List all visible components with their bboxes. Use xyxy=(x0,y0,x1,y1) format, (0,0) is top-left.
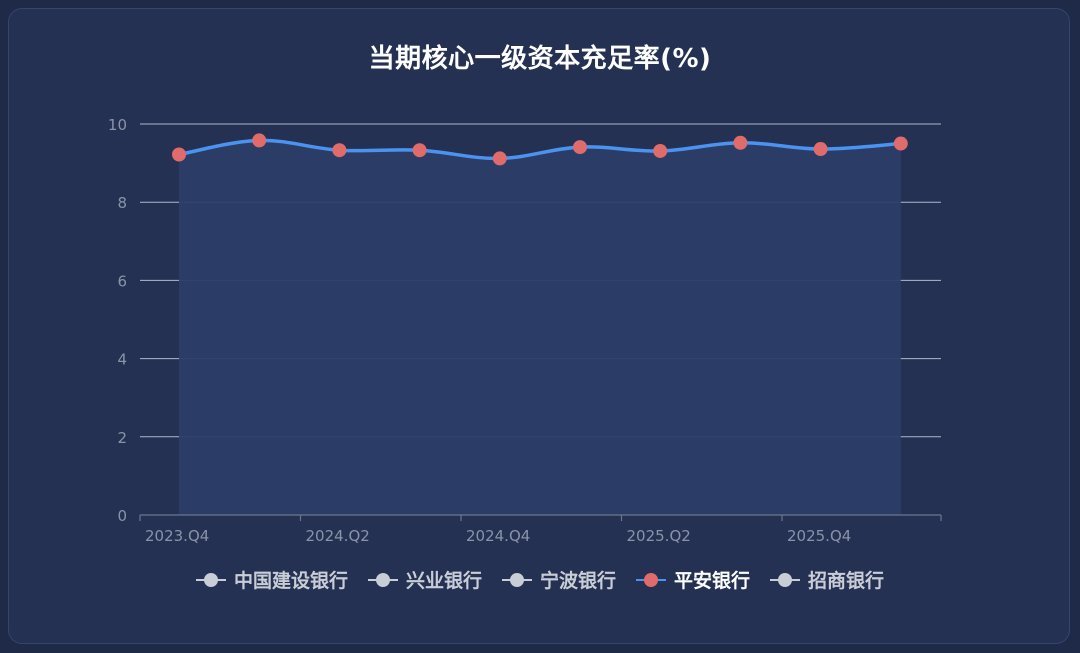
y-tick-label: 2 xyxy=(117,429,127,447)
chart-legend: 中国建设银行 兴业银行 宁波银行 平安银行 招商银行 xyxy=(0,566,1080,593)
x-tick-label: 2024.Q4 xyxy=(466,527,530,545)
legend-marker-icon xyxy=(195,572,226,588)
legend-item[interactable]: 招商银行 xyxy=(770,566,884,593)
data-point xyxy=(412,143,427,158)
data-point xyxy=(492,151,507,166)
data-point xyxy=(252,133,267,148)
y-tick-label: 8 xyxy=(117,194,127,212)
x-tick-label: 2025.Q2 xyxy=(627,527,691,545)
series-line xyxy=(177,138,903,161)
legend-item[interactable]: 平安银行 xyxy=(636,566,750,593)
line-chart: 0 2 4 6 8 10 2023.Q4 2024.Q2 2024.Q4 2025.Q2 2025.… xyxy=(108,116,942,545)
y-tick-label: 10 xyxy=(108,116,127,134)
legend-marker-icon xyxy=(501,572,532,588)
chart-title: 当期核心一级资本充足率(%) xyxy=(368,44,712,74)
y-tick-label: 6 xyxy=(117,272,127,290)
legend-item[interactable]: 宁波银行 xyxy=(501,566,616,593)
legend-item[interactable]: 兴业银行 xyxy=(367,566,482,593)
legend-label: 招商银行 xyxy=(808,570,885,592)
y-tick-label: 4 xyxy=(117,351,127,369)
data-point xyxy=(573,140,587,155)
x-tick-label: 2025.Q4 xyxy=(787,527,851,545)
data-point xyxy=(813,142,828,157)
data-point xyxy=(733,135,748,150)
legend-label: 宁波银行 xyxy=(539,570,616,592)
y-tick-label: 0 xyxy=(117,507,127,525)
legend-marker-icon xyxy=(636,572,666,588)
legend-item[interactable]: 中国建设银行 xyxy=(195,566,348,593)
data-point xyxy=(653,143,668,158)
data-point xyxy=(172,147,186,162)
legend-label: 中国建设银行 xyxy=(233,570,348,592)
data-point xyxy=(893,136,908,151)
legend-marker-icon xyxy=(770,572,801,588)
data-point xyxy=(332,143,347,158)
series-area xyxy=(179,140,901,515)
x-tick-label: 2024.Q2 xyxy=(306,527,370,545)
x-tick-label: 2023.Q4 xyxy=(145,527,209,545)
legend-marker-icon xyxy=(367,572,398,588)
legend-label: 兴业银行 xyxy=(405,570,482,592)
legend-label: 平安银行 xyxy=(674,570,751,592)
